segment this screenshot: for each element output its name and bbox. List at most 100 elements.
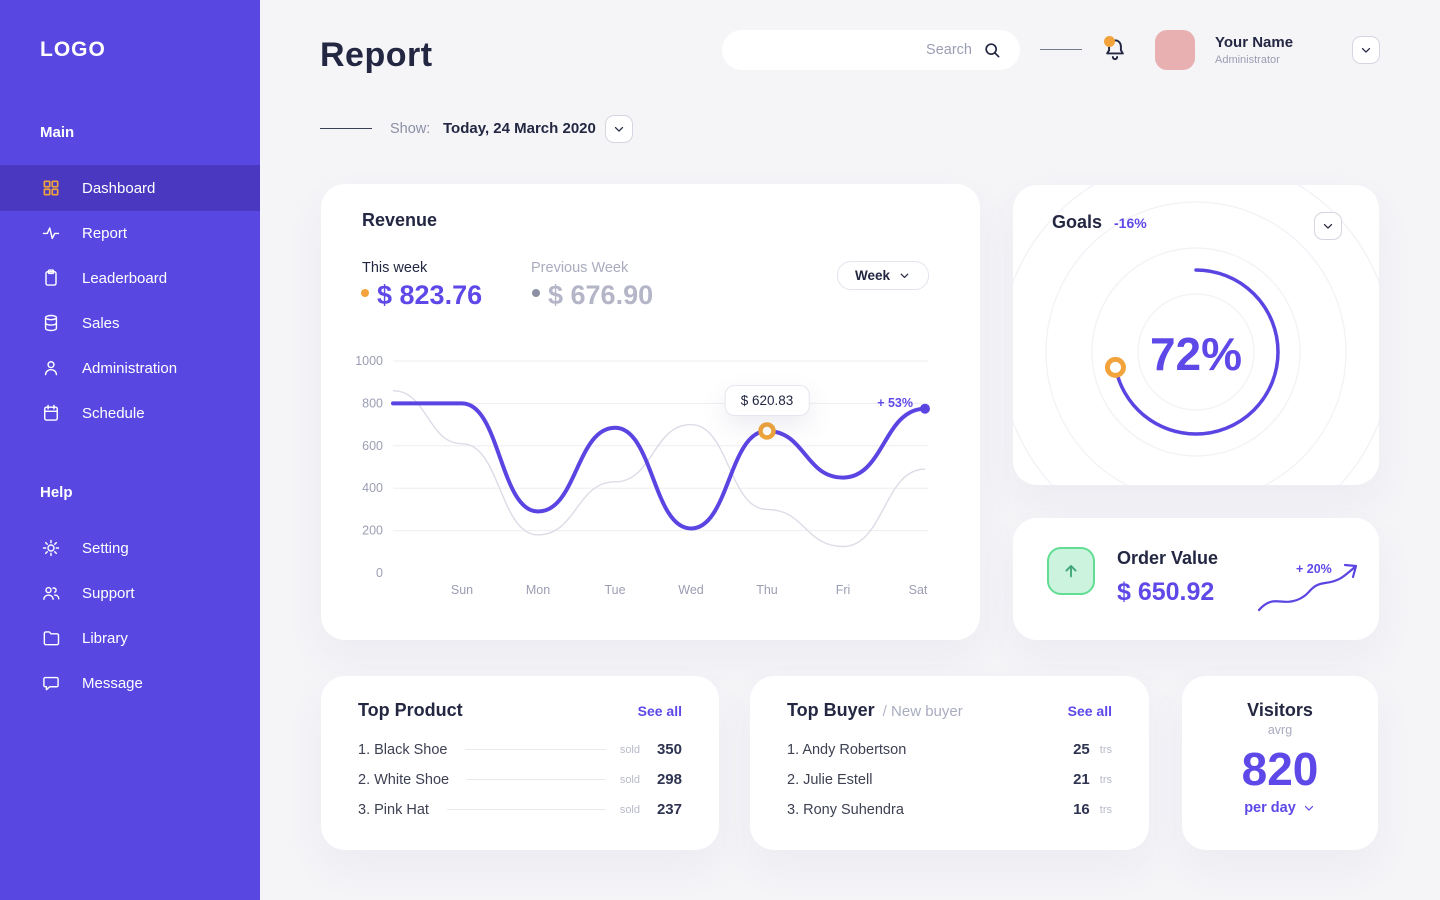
product-name: 1. Black Shoe <box>358 741 448 758</box>
row-divider <box>467 779 606 780</box>
chart-tooltip: $ 620.83 <box>724 384 810 416</box>
user-menu-button[interactable] <box>1352 36 1380 64</box>
product-row: 1. Black Shoe sold 350 <box>358 740 682 759</box>
main-area: Report Your Name Administrator Show: Tod… <box>260 0 1440 900</box>
visitors-per-day[interactable]: per day <box>1182 800 1378 816</box>
sidebar-section-help: Help <box>40 484 73 501</box>
sidebar-item-label: Support <box>82 584 135 602</box>
sold-count: 237 <box>656 801 682 818</box>
subtitle-slash: / <box>882 703 887 720</box>
goals-card: Goals -16% 72% <box>1013 185 1379 485</box>
sidebar-item-label: Sales <box>82 314 120 332</box>
database-icon <box>40 312 62 334</box>
product-row: 2. White Shoe sold 298 <box>358 770 682 789</box>
user-role: Administrator <box>1215 54 1280 66</box>
top-product-card: Top Product See all 1. Black Shoe sold 3… <box>321 676 719 850</box>
sidebar-item-support[interactable]: Support <box>0 570 260 616</box>
trs-label: trs <box>1099 743 1112 756</box>
goals-percent: 72% <box>1149 328 1243 380</box>
top-product-list: 1. Black Shoe sold 350 2. White Shoe sol… <box>358 740 682 819</box>
header-divider <box>1040 49 1082 50</box>
trs-label: trs <box>1099 773 1112 786</box>
notification-bell[interactable] <box>1102 36 1130 66</box>
person-icon <box>40 357 62 379</box>
sidebar-section-main: Main <box>40 124 75 141</box>
sidebar-item-leaderboard[interactable]: Leaderboard <box>0 255 260 301</box>
goals-ring-chart <box>1013 185 1379 485</box>
revenue-title: Revenue <box>362 210 438 230</box>
goal-progress-marker <box>1104 356 1126 378</box>
sidebar-item-administration[interactable]: Administration <box>0 345 260 391</box>
sidebar-item-library[interactable]: Library <box>0 615 260 661</box>
svg-text:200: 200 <box>362 524 383 538</box>
previous-week-dot <box>532 289 540 297</box>
row-divider <box>446 809 606 810</box>
clipboard-icon <box>40 267 62 289</box>
sidebar-item-label: Schedule <box>82 404 145 422</box>
chevron-down-icon <box>1361 47 1371 53</box>
order-up-icon <box>1047 547 1095 595</box>
order-value-amount: $ 650.92 <box>1117 578 1215 606</box>
product-name: 2. White Shoe <box>358 771 450 788</box>
sidebar-item-report[interactable]: Report <box>0 210 260 256</box>
previous-week-label: Previous Week <box>531 260 629 276</box>
page-title: Report <box>320 36 433 74</box>
svg-text:1000: 1000 <box>355 354 383 368</box>
product-row: 3. Pink Hat sold 237 <box>358 800 682 819</box>
top-product-see-all[interactable]: See all <box>637 703 682 719</box>
people-icon <box>40 582 62 604</box>
period-selector[interactable]: Week <box>837 261 929 290</box>
chat-icon <box>40 672 62 694</box>
svg-text:Sun: Sun <box>451 583 473 597</box>
date-filter-button[interactable] <box>605 115 633 143</box>
sidebar-item-sales[interactable]: Sales <box>0 300 260 346</box>
show-divider <box>320 128 372 129</box>
growth-squiggle-icon <box>1257 563 1358 612</box>
order-value-card: Order Value $ 650.92 + 20% <box>1013 518 1379 640</box>
this-week-label: This week <box>362 260 428 276</box>
top-buyer-see-all[interactable]: See all <box>1067 703 1112 719</box>
show-label: Show: <box>390 121 431 137</box>
top-buyer-subtitle: New buyer <box>891 703 963 720</box>
period-selector-label: Week <box>854 268 891 283</box>
top-buyer-title: Top Buyer <box>787 700 875 720</box>
search-input[interactable] <box>772 42 972 58</box>
user-name: Your Name <box>1215 34 1294 51</box>
chevron-down-icon <box>614 126 624 132</box>
sidebar-item-label: Administration <box>82 359 178 377</box>
goals-menu-button[interactable] <box>1314 212 1342 240</box>
order-value-delta: + 20% <box>1296 562 1332 576</box>
chart-growth-badge: + 53% <box>877 396 913 410</box>
visitors-subtitle: avrg <box>1267 723 1293 737</box>
trs-label: trs <box>1099 803 1112 816</box>
goals-delta: -16% <box>1114 215 1147 231</box>
visitors-unit-label: per day <box>1244 800 1296 816</box>
calendar-icon <box>40 402 62 424</box>
search-icon[interactable] <box>982 40 1002 60</box>
sidebar-item-schedule[interactable]: Schedule <box>0 390 260 436</box>
sidebar-item-dashboard[interactable]: Dashboard <box>0 165 260 211</box>
sidebar-item-setting[interactable]: Setting <box>0 525 260 571</box>
top-product-title: Top Product <box>358 700 463 720</box>
date-filter-value[interactable]: Today, 24 March 2020 <box>443 120 596 137</box>
chevron-down-icon <box>1323 223 1333 229</box>
sidebar-item-message[interactable]: Message <box>0 660 260 706</box>
dashboard-grid-icon <box>40 177 62 199</box>
row-divider <box>465 749 606 750</box>
sold-label: sold <box>619 743 640 756</box>
buyer-row: 2. Julie Estell 21 trs <box>787 770 1112 789</box>
sidebar: LOGO Main Dashboard Report Leaderboard S… <box>0 0 260 900</box>
chevron-down-icon <box>1304 805 1313 811</box>
transaction-count: 25 <box>1073 741 1090 758</box>
avatar[interactable] <box>1155 30 1195 70</box>
sidebar-item-label: Message <box>82 674 143 692</box>
revenue-chart: 1000 800 600 400 200 0 Sun Mon Tue Wed Thu Fri Sat $… <box>353 353 953 603</box>
search-bar[interactable] <box>722 30 1020 70</box>
svg-text:Mon: Mon <box>526 583 550 597</box>
previous-week-value: $ 676.90 <box>548 280 654 310</box>
gear-icon <box>40 537 62 559</box>
svg-text:800: 800 <box>362 396 383 410</box>
top-buyer-list: 1. Andy Robertson 25 trs 2. Julie Estell … <box>787 740 1112 819</box>
order-value-title: Order Value <box>1117 548 1219 568</box>
svg-text:600: 600 <box>362 439 383 453</box>
